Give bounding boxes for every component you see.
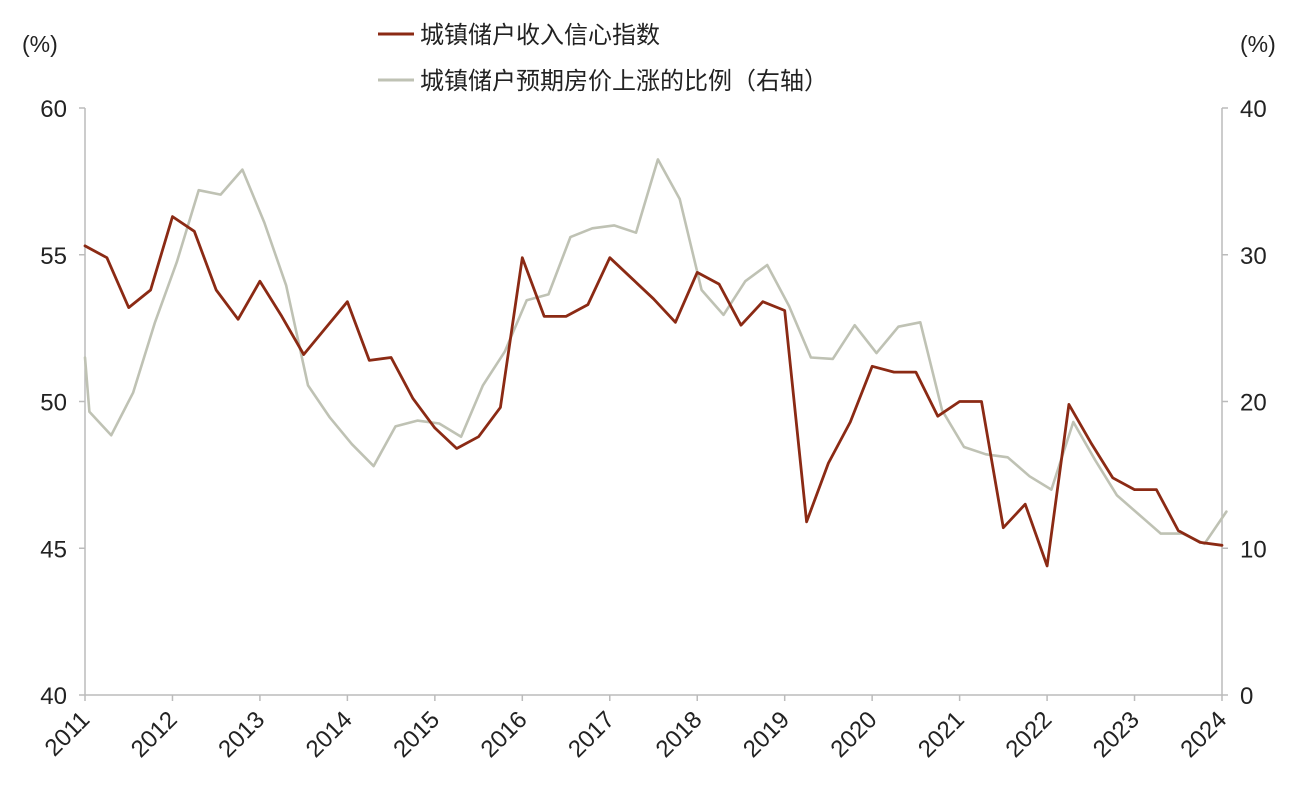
- x-tick-label: 2013: [213, 706, 270, 763]
- left-tick-label: 60: [40, 96, 67, 123]
- x-tick-label: 2023: [1088, 706, 1145, 763]
- left-tick-label: 50: [40, 390, 67, 417]
- x-tick-label: 2011: [40, 706, 96, 762]
- right-tick-label: 10: [1240, 536, 1267, 563]
- x-tick-label: 2024: [1175, 706, 1232, 763]
- legend: 城镇储户收入信心指数 城镇储户预期房价上涨的比例（右轴）: [378, 21, 828, 95]
- x-tick-label: 2021: [913, 706, 970, 763]
- series-line-house-price-expectation: [83, 158, 1228, 546]
- left-tick-label: 45: [40, 536, 67, 563]
- x-tick-label: 2017: [563, 706, 620, 763]
- x-tick-label: 2022: [1000, 706, 1057, 763]
- x-tick-label: 2016: [476, 706, 533, 763]
- legend-label-house-price: 城镇储户预期房价上涨的比例（右轴）: [420, 67, 828, 95]
- series-layer: [83, 158, 1228, 568]
- series-line-income-confidence: [83, 215, 1224, 568]
- right-axis-unit: (%): [1240, 31, 1276, 57]
- x-tick-label: 2015: [388, 706, 445, 763]
- right-tick-label: 20: [1240, 390, 1267, 417]
- x-tick-label: 2012: [126, 706, 183, 763]
- x-tick-label: 2018: [651, 706, 708, 763]
- left-tick-label: 55: [40, 243, 67, 270]
- left-tick-label: 40: [40, 683, 67, 710]
- x-tick-label: 2020: [826, 706, 883, 763]
- right-tick-label: 0: [1240, 683, 1253, 710]
- legend-label-income: 城镇储户收入信心指数: [420, 21, 660, 49]
- x-tick-label: 2014: [301, 706, 358, 763]
- right-tick-label: 40: [1240, 96, 1267, 123]
- left-axis-unit: (%): [22, 31, 58, 57]
- x-tick-label: 2019: [738, 706, 795, 763]
- right-tick-label: 30: [1240, 243, 1267, 270]
